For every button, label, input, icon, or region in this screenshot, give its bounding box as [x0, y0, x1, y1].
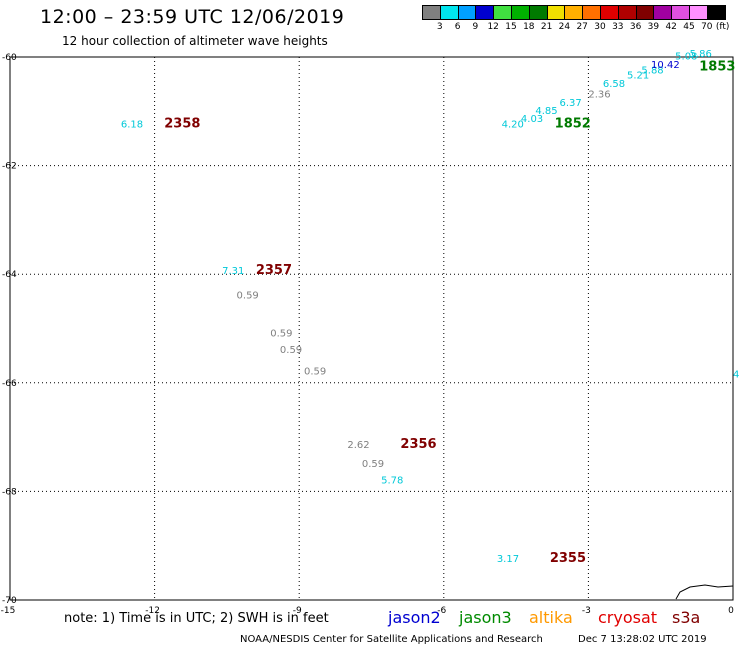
swh-value-label: 2.62 — [347, 440, 369, 451]
swh-value-label: 4.85 — [535, 106, 557, 117]
satellite-label: altika — [529, 608, 573, 627]
legend-label: 42 — [665, 22, 677, 32]
satellite-label: cryosat — [598, 608, 658, 627]
swh-value-label: 0.59 — [362, 459, 384, 470]
swh-value-label: 0.59 — [237, 291, 259, 302]
y-tick-label: -64 — [2, 270, 17, 280]
satellite-label: s3a — [672, 608, 701, 627]
legend-label: 45 — [683, 22, 695, 32]
footer-note: note: 1) Time is in UTC; 2) SWH is in fe… — [64, 611, 329, 626]
swh-value-label: 5.88 — [641, 65, 663, 76]
swh-value-label: 6.18 — [121, 120, 143, 131]
swh-value-label: 2.36 — [588, 90, 610, 101]
pass-time-label: 2357 — [256, 263, 292, 278]
swh-value-label: 4.20 — [502, 120, 524, 131]
legend-label: 24 — [558, 22, 571, 32]
swh-value-label: 5.08 — [675, 52, 697, 63]
generated-timestamp: Dec 7 13:28:02 UTC 2019 — [578, 634, 707, 645]
y-tick-label: -62 — [2, 162, 17, 172]
legend-unit: (ft) — [715, 22, 730, 32]
legend-label: 15 — [505, 22, 517, 32]
legend-label: 18 — [523, 22, 535, 32]
x-tick-label: -9 — [293, 606, 302, 616]
legend-swatch — [706, 5, 726, 20]
coastline — [675, 584, 734, 600]
swh-value-label: 6.37 — [559, 98, 581, 109]
x-tick-label: -12 — [145, 606, 160, 616]
pass-time-label: 2358 — [164, 117, 200, 132]
pass-time-label: 2356 — [400, 437, 436, 452]
credit-line: NOAA/NESDIS Center for Satellite Applica… — [240, 634, 543, 645]
x-tick-label: -15 — [1, 606, 16, 616]
pass-time-label: 1853 — [699, 60, 735, 75]
legend-label: 39 — [647, 22, 660, 32]
y-tick-label: -70 — [2, 596, 17, 606]
swh-value-label: 3.17 — [497, 554, 519, 565]
swh-value-label: 0.59 — [270, 329, 292, 340]
legend-label: 6 — [454, 22, 461, 32]
chart-subtitle: 12 hour collection of altimeter wave hei… — [62, 34, 328, 48]
y-tick-label: -68 — [2, 487, 17, 497]
satellite-label: jason3 — [459, 608, 512, 627]
swh-value-label: 7.31 — [222, 266, 244, 277]
legend-label: 3 — [436, 22, 443, 32]
swh-value-label: 5.86 — [690, 49, 712, 60]
legend-label: 36 — [629, 22, 642, 32]
swh-value-label: 10.42 — [651, 60, 680, 71]
legend-label: 9 — [472, 22, 479, 32]
legend-label: 33 — [612, 22, 624, 32]
x-tick-label: -3 — [582, 606, 591, 616]
satellite-label: jason2 — [388, 608, 441, 627]
legend-label: 27 — [576, 22, 588, 32]
y-tick-label: -66 — [2, 379, 17, 389]
x-tick-label: 0 — [728, 606, 734, 616]
x-tick-label: -6 — [437, 606, 446, 616]
swh-value-label: 4. — [733, 369, 740, 380]
swh-value-label: 6.58 — [603, 79, 625, 90]
pass-time-label: 1852 — [555, 117, 591, 132]
y-tick-label: -60 — [2, 53, 17, 63]
swh-value-label: 5.21 — [627, 71, 649, 82]
swh-value-label: 0.59 — [280, 345, 302, 356]
swh-value-label: 4.03 — [521, 114, 543, 125]
legend-label: 30 — [594, 22, 606, 32]
pass-time-label: 2355 — [550, 551, 586, 566]
swh-value-label: 0.59 — [304, 367, 326, 378]
legend-label: 21 — [540, 22, 553, 32]
legend-label: 12 — [487, 22, 499, 32]
plot-frame — [9, 56, 734, 601]
legend-label: 70 — [701, 22, 713, 32]
swh-value-label: 5.78 — [381, 475, 403, 486]
chart-title: 12:00 – 23:59 UTC 12/06/2019 — [40, 6, 345, 28]
